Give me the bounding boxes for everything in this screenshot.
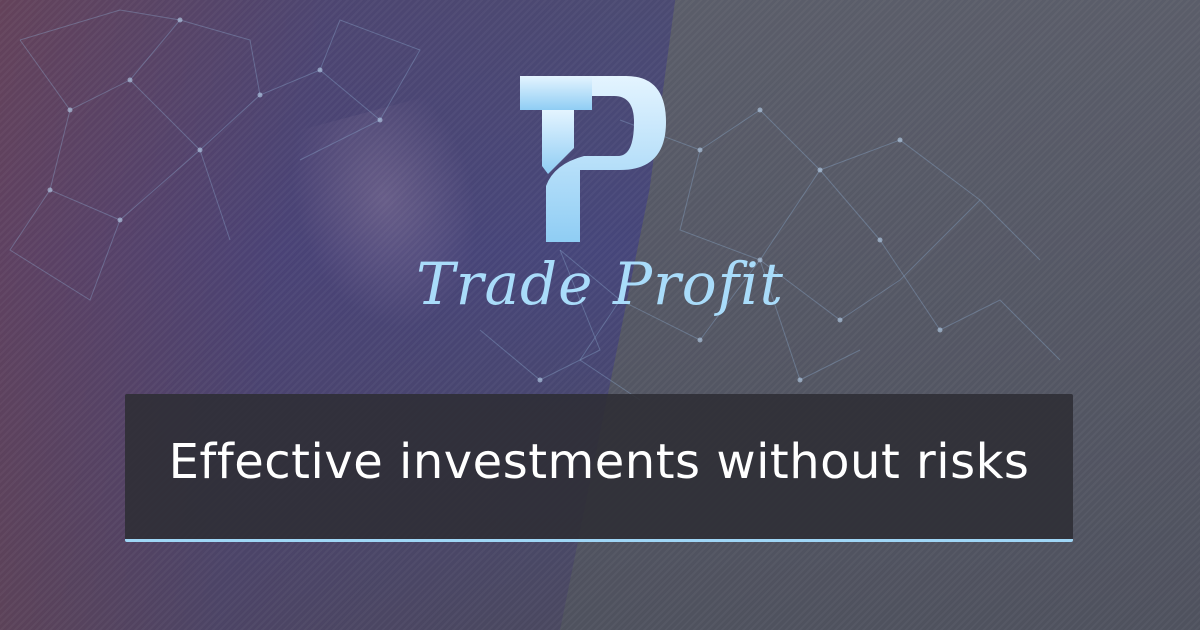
tp-logo-icon (520, 76, 666, 242)
tagline-text: Effective investments without risks (168, 433, 1030, 490)
tagline-banner: Effective investments without risks (125, 394, 1073, 542)
brand-name: Trade Profit (416, 250, 784, 318)
